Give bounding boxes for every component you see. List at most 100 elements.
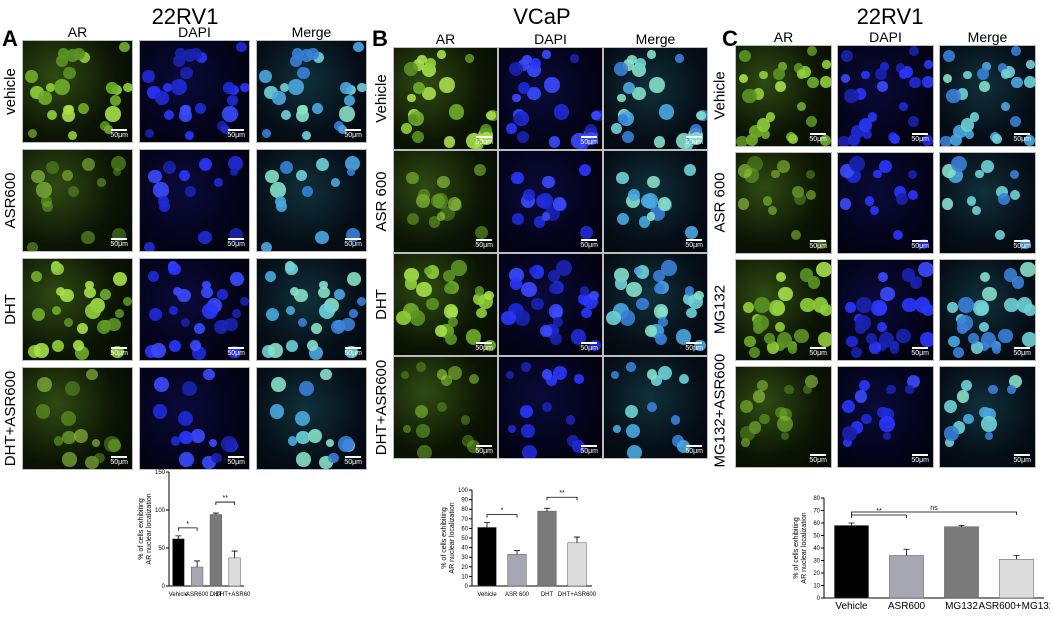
error-bar	[958, 525, 965, 527]
y-tick-label: 40	[813, 546, 820, 552]
bar	[999, 559, 1034, 599]
micrograph-merge: 50μm	[603, 356, 708, 459]
scale-bar: 50μm	[110, 456, 128, 466]
scale-bar: 50μm	[911, 133, 929, 143]
x-tick-label: DHT	[541, 592, 554, 598]
x-tick-label: DHT+ASR600	[558, 592, 597, 598]
bar	[889, 555, 924, 599]
scale-bar: 50μm	[475, 342, 493, 352]
error-bar	[1013, 555, 1020, 560]
micrograph-merge: 50μm	[603, 150, 708, 253]
y-tick-label: 80	[461, 507, 468, 513]
row-label: DHT	[1, 293, 19, 325]
micrograph-merge: 50μm	[603, 253, 708, 356]
micrograph-ar: 50μm	[22, 149, 133, 252]
scale-bar: 50μm	[685, 239, 703, 249]
x-tick-label: DHT+ASR600	[216, 592, 250, 598]
micrograph-merge: 50μm	[939, 366, 1036, 468]
micrograph-dapi: 50μm	[837, 259, 934, 361]
column-header-merge: Merge	[291, 24, 332, 40]
micrograph-dapi: 50μm	[498, 253, 603, 356]
y-axis-label: % of cells exhibitingAR nuclear localiza…	[793, 512, 808, 583]
bar	[477, 527, 497, 587]
significance-label: *	[186, 521, 189, 528]
x-tick-label: Vehicle	[477, 592, 497, 598]
scale-bar: 50μm	[227, 238, 245, 248]
x-tick-label: ASR600	[186, 592, 209, 598]
y-tick-label: 40	[461, 546, 468, 552]
column-header-ar: AR	[67, 24, 88, 40]
row-label: ASR 600	[711, 172, 729, 233]
panel-title: VCaP	[513, 4, 571, 29]
y-tick-label: 20	[461, 565, 468, 571]
row-label: MG132+ASR600	[711, 353, 729, 468]
row-label: vehicle	[1, 67, 19, 115]
column-header-merge: Merge	[967, 29, 1008, 45]
significance-bracket	[177, 527, 198, 531]
micrograph-dapi: 50μm	[498, 47, 603, 150]
scale-bar: 50μm	[1013, 454, 1031, 464]
micrograph-dapi: 50μm	[837, 45, 934, 147]
bar	[172, 538, 185, 587]
y-tick-label: 70	[813, 509, 820, 515]
bar-chart: % of cells exhibitingAR nuclear localiza…	[125, 462, 254, 617]
significance-label: **	[559, 490, 565, 497]
x-tick-label: MG132	[945, 601, 978, 612]
scale-bar: 50μm	[580, 342, 598, 352]
error-bar	[175, 535, 182, 539]
y-tick-label: 0	[162, 584, 166, 590]
y-tick-label: 50	[158, 546, 165, 552]
y-tick-label: 20	[813, 571, 820, 577]
scale-bar: 50μm	[685, 445, 703, 455]
row-label: ASR600	[1, 172, 19, 228]
micrograph-ar: 50μm	[22, 367, 133, 470]
column-header-ar: AR	[435, 31, 456, 47]
micrograph-ar: 50μm	[393, 47, 498, 150]
scale-bar: 50μm	[110, 347, 128, 357]
y-tick-label: 100	[458, 488, 469, 494]
bar	[834, 525, 869, 599]
scale-bar: 50μm	[475, 239, 493, 249]
micrograph-ar: 50μm	[735, 366, 832, 468]
scale-bar: 50μm	[1013, 347, 1031, 357]
micrograph-dapi: 50μm	[139, 258, 250, 361]
micrograph-merge: 50μm	[939, 152, 1036, 254]
scale-bar: 50μm	[110, 238, 128, 248]
y-tick-label: 50	[813, 534, 820, 540]
scale-bar: 50μm	[809, 133, 827, 143]
x-tick-label: ASR600	[888, 601, 926, 612]
significance-bracket	[546, 496, 578, 501]
scale-bar: 50μm	[580, 445, 598, 455]
row-label: DHT+ASR600	[1, 370, 19, 466]
column-header-merge: Merge	[635, 31, 676, 47]
x-tick-label: ASR 600	[505, 592, 530, 598]
bar-chart: % of cells exhibitingAR nuclear localiza…	[428, 480, 598, 617]
y-axis-label: % of cells exhibitingAR nuclear localiza…	[441, 502, 456, 573]
y-tick-label: 0	[465, 584, 469, 590]
micrograph-merge: 50μm	[256, 40, 367, 143]
bar	[209, 514, 222, 587]
bar-chart: % of cells exhibitingAR nuclear localiza…	[780, 488, 1052, 617]
error-bar	[514, 550, 520, 555]
y-tick-label: 90	[461, 498, 468, 504]
y-tick-label: 0	[817, 596, 821, 602]
error-bar	[848, 522, 855, 526]
y-tick-label: 100	[155, 508, 166, 514]
row-label: MG132	[711, 284, 729, 335]
error-bar	[194, 560, 201, 567]
panel-title: 22RV1	[151, 4, 219, 29]
column-header-dapi: DAPI	[534, 31, 567, 47]
micrograph-dapi: 50μm	[139, 367, 250, 470]
y-tick-label: 50	[461, 536, 468, 542]
row-label: Vehicle	[711, 71, 729, 120]
scale-bar: 50μm	[344, 238, 362, 248]
micrograph-ar: 50μm	[735, 45, 832, 147]
significance-bracket	[851, 514, 907, 518]
scale-bar: 50μm	[911, 240, 929, 250]
x-tick-label: Vehicle	[169, 592, 189, 598]
scale-bar: 50μm	[809, 347, 827, 357]
micrograph-ar: 50μm	[735, 152, 832, 254]
error-bar	[903, 548, 910, 556]
scale-bar: 50μm	[344, 456, 362, 466]
error-bar	[544, 507, 550, 512]
